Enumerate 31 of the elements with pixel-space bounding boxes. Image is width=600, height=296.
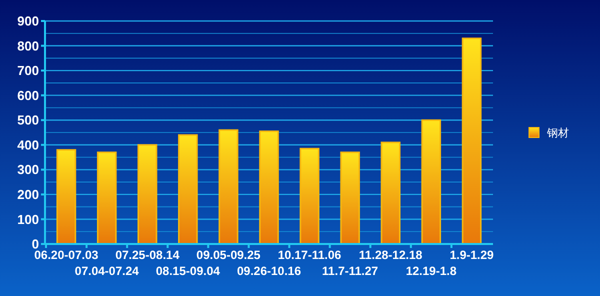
x-tick-label: 10.17-11.06 (278, 248, 342, 262)
x-tick-label: 12.19-1.8 (406, 264, 457, 278)
x-tick-label: 1.9-1.29 (450, 248, 494, 262)
bar (421, 119, 442, 245)
x-tick-label: 11.28-12.18 (358, 248, 423, 262)
y-tick-label: 600 (17, 88, 39, 103)
y-tick-label: 800 (17, 38, 39, 54)
bar (218, 129, 238, 245)
bar (56, 149, 76, 245)
legend-label: 钢材 (546, 126, 569, 140)
bar (462, 38, 482, 245)
x-tick-label: 07.04-07.24 (74, 264, 140, 278)
y-tick-label: 200 (17, 186, 39, 202)
x-tick-label: 09.05-09.25 (196, 248, 261, 262)
x-tick-label: 07.25-08.14 (115, 248, 180, 262)
bar (300, 148, 320, 245)
y-tick-label: 100 (17, 212, 39, 227)
y-tick-label: 900 (17, 14, 39, 29)
bar (259, 130, 279, 245)
bar (340, 152, 360, 245)
bar (380, 142, 400, 245)
y-tick-label: 700 (17, 63, 39, 78)
y-tick-label: 400 (17, 137, 39, 152)
x-tick-label: 08.15-09.04 (156, 264, 220, 278)
y-tick-label: 300 (17, 162, 39, 178)
x-tick-label: 09.26-10.16 (236, 264, 302, 278)
bar (138, 144, 158, 245)
x-tick-label: 11.7-11.27 (322, 264, 378, 278)
y-tick-label: 500 (17, 112, 39, 128)
bar (178, 134, 198, 245)
bar (96, 152, 117, 245)
